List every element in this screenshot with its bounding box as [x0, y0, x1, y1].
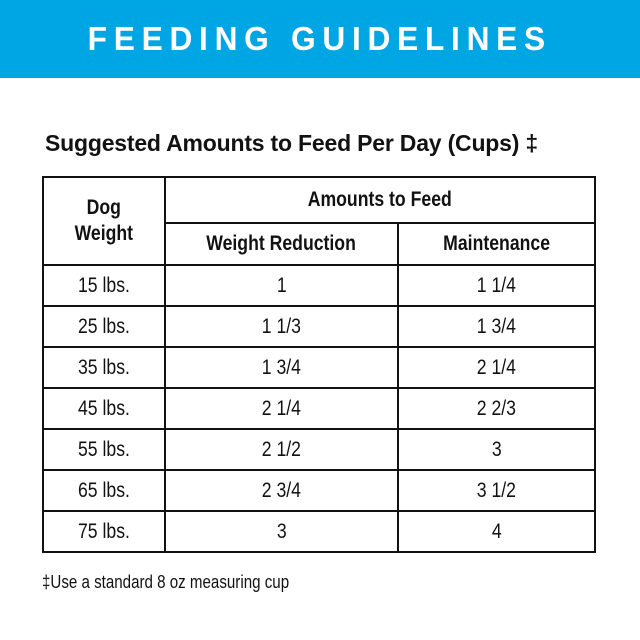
cell-dog-weight: 65 lbs. — [42, 469, 166, 512]
cell-maintenance: 3 1/2 — [397, 469, 596, 512]
header-dog-weight: Dog Weight — [42, 176, 166, 266]
cell-dog-weight: 15 lbs. — [42, 264, 166, 307]
cell-dog-weight: 45 lbs. — [42, 387, 166, 430]
header-amounts-to-feed: Amounts to Feed — [164, 176, 596, 224]
cell-weight-reduction: 2 1/2 — [164, 428, 399, 471]
table-row: 15 lbs. 1 1 1/4 — [42, 264, 596, 307]
cell-maintenance: 1 1/4 — [397, 264, 596, 307]
cell-dog-weight: 75 lbs. — [42, 510, 166, 553]
banner-title: FEEDING GUIDELINES — [87, 20, 553, 57]
cell-dog-weight: 35 lbs. — [42, 346, 166, 389]
cell-dog-weight: 25 lbs. — [42, 305, 166, 348]
table-row: 75 lbs. 3 4 — [42, 510, 596, 553]
cell-weight-reduction: 1 3/4 — [164, 346, 399, 389]
header-maintenance: Maintenance — [397, 222, 596, 266]
measuring-cup-footnote: ‡Use a standard 8 oz measuring cup — [42, 572, 290, 592]
table-row: 55 lbs. 2 1/2 3 — [42, 428, 596, 471]
table-row: 25 lbs. 1 1/3 1 3/4 — [42, 305, 596, 348]
section-title: Suggested Amounts to Feed Per Day (Cups)… — [45, 130, 538, 156]
table-header-row-1: Dog Weight Amounts to Feed — [42, 176, 596, 266]
cell-maintenance: 2 1/4 — [397, 346, 596, 389]
cell-weight-reduction: 1 1/3 — [164, 305, 399, 348]
cell-weight-reduction: 2 3/4 — [164, 469, 399, 512]
feeding-table: Dog Weight Amounts to Feed Weight Reduct… — [42, 176, 596, 553]
cell-maintenance: 1 3/4 — [397, 305, 596, 348]
table-row: 45 lbs. 2 1/4 2 2/3 — [42, 387, 596, 430]
cell-weight-reduction: 1 — [164, 264, 399, 307]
header-weight-reduction: Weight Reduction — [164, 222, 399, 266]
cell-weight-reduction: 2 1/4 — [164, 387, 399, 430]
cell-maintenance: 4 — [397, 510, 596, 553]
table-row: 35 lbs. 1 3/4 2 1/4 — [42, 346, 596, 389]
cell-maintenance: 2 2/3 — [397, 387, 596, 430]
cell-weight-reduction: 3 — [164, 510, 399, 553]
table-header-row-2: Weight Reduction Maintenance — [43, 222, 596, 266]
cell-dog-weight: 55 lbs. — [42, 428, 166, 471]
feeding-guidelines-banner: FEEDING GUIDELINES — [0, 0, 640, 78]
table-row: 65 lbs. 2 3/4 3 1/2 — [42, 469, 596, 512]
cell-maintenance: 3 — [397, 428, 596, 471]
